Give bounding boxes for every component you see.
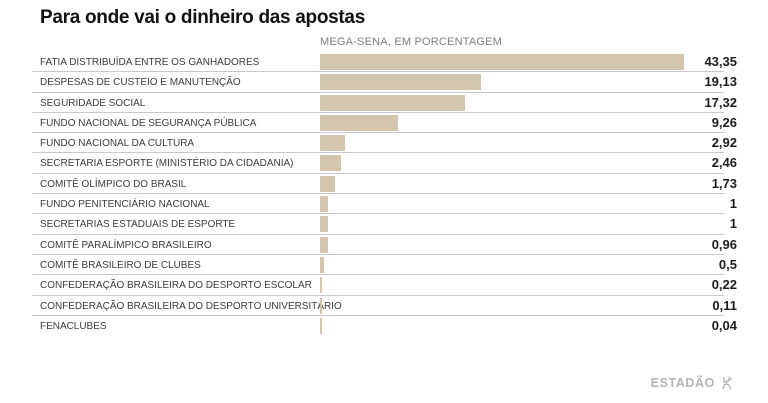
category-label: COMITÊ BRASILEIRO DE CLUBES	[40, 258, 201, 271]
bar	[320, 155, 341, 172]
value-label: 1,73	[711, 175, 737, 191]
value-label: 0,96	[711, 236, 737, 252]
value-label: 0,5	[718, 256, 737, 272]
category-label: DESPESAS DE CUSTEIO E MANUTENÇÃO	[40, 76, 241, 89]
chart-row: SEGURIDADE SOCIAL 17,32	[32, 93, 737, 113]
chart-row: CONFEDERAÇÃO BRASILEIRA DO DESPORTO UNIV…	[32, 296, 737, 316]
value-label: 0,22	[711, 277, 737, 293]
bar	[320, 175, 335, 192]
value-label: 1	[729, 196, 737, 212]
category-label: COMITÊ PARALÍMPICO BRASILEIRO	[40, 238, 212, 251]
chart-row: FENACLUBES 0,04	[32, 316, 737, 336]
category-label: FUNDO NACIONAL DE SEGURANÇA PÚBLICA	[40, 116, 257, 129]
chart-subtitle: MEGA-SENA, EM PORCENTAGEM	[320, 36, 503, 48]
bar	[320, 216, 329, 233]
category-label: SECRETARIA ESPORTE (MINISTÉRIO DA CIDADA…	[40, 157, 294, 170]
chart-row: CONFEDERAÇÃO BRASILEIRA DO DESPORTO ESCO…	[32, 275, 737, 296]
value-label: 17,32	[704, 94, 737, 110]
bar	[320, 94, 466, 111]
value-label: 1	[729, 216, 737, 232]
row-separator	[32, 253, 724, 255]
page-title: Para onde vai o dinheiro das apostas	[40, 7, 365, 28]
value-label: 0,11	[712, 297, 737, 313]
category-label: FENACLUBES	[40, 319, 107, 332]
category-label: COMITÊ OLÍMPICO DO BRASIL	[40, 177, 187, 190]
row-separator	[32, 152, 724, 154]
row-separator	[32, 314, 724, 316]
category-label: CONFEDERAÇÃO BRASILEIRA DO DESPORTO UNIV…	[40, 299, 342, 312]
row-separator	[32, 213, 724, 215]
bar	[320, 297, 322, 314]
category-label: SECRETARIAS ESTADUAIS DE ESPORTE	[40, 218, 236, 231]
estadao-infografia-icon	[722, 376, 733, 390]
bar	[320, 256, 325, 273]
row-separator	[32, 132, 724, 134]
value-label: 43,35	[704, 54, 737, 69]
chart-row: COMITÊ PARALÍMPICO BRASILEIRO 0,96	[32, 235, 737, 255]
value-label: 2,46	[711, 155, 737, 171]
bar	[320, 114, 398, 131]
chart-row: COMITÊ OLÍMPICO DO BRASIL 1,73	[32, 174, 737, 195]
bar	[320, 196, 329, 213]
source-logo: ESTADÃO	[651, 376, 734, 390]
category-label: FATIA DISTRIBUÍDA ENTRE OS GANHADORES	[40, 56, 260, 68]
chart-row: COMITÊ BRASILEIRO DE CLUBES 0,5	[32, 255, 737, 276]
chart-row: SECRETARIA ESPORTE (MINISTÉRIO DA CIDADA…	[32, 153, 737, 174]
value-label: 19,13	[704, 74, 737, 90]
value-label: 9,26	[711, 114, 737, 130]
bar	[320, 54, 684, 70]
bar	[320, 277, 322, 294]
chart-row: FUNDO NACIONAL DE SEGURANÇA PÚBLICA 9,26	[32, 113, 737, 134]
estadao-logo-text: ESTADÃO	[650, 376, 715, 390]
value-label: 2,92	[711, 135, 737, 151]
bar	[320, 135, 345, 152]
category-label: FUNDO NACIONAL DA CULTURA	[40, 137, 195, 150]
chart-row: SECRETARIAS ESTADUAIS DE ESPORTE 1	[32, 214, 737, 235]
category-label: SEGURIDADE SOCIAL	[40, 96, 146, 109]
row-separator	[32, 274, 724, 276]
category-label: FUNDO PENITENCIÁRIO NACIONAL	[40, 198, 210, 211]
row-separator	[32, 193, 724, 195]
chart-row: FATIA DISTRIBUÍDA ENTRE OS GANHADORES 43,…	[32, 52, 737, 73]
row-separator	[32, 233, 724, 235]
bar	[320, 317, 322, 334]
bar	[320, 236, 329, 253]
row-separator	[32, 91, 724, 93]
chart-row: DESPESAS DE CUSTEIO E MANUTENÇÃO 19,13	[32, 72, 737, 93]
row-separator	[32, 172, 724, 174]
bar-chart: FATIA DISTRIBUÍDA ENTRE OS GANHADORES 43,…	[32, 52, 737, 336]
row-separator	[32, 294, 724, 296]
chart-row: FUNDO PENITENCIÁRIO NACIONAL 1	[32, 194, 737, 215]
category-label: CONFEDERAÇÃO BRASILEIRA DO DESPORTO ESCO…	[40, 279, 312, 292]
value-label: 0,04	[711, 317, 737, 333]
chart-row: FUNDO NACIONAL DA CULTURA 2,92	[32, 133, 737, 154]
row-separator	[32, 111, 724, 113]
row-separator	[32, 71, 724, 73]
bar	[320, 74, 481, 91]
